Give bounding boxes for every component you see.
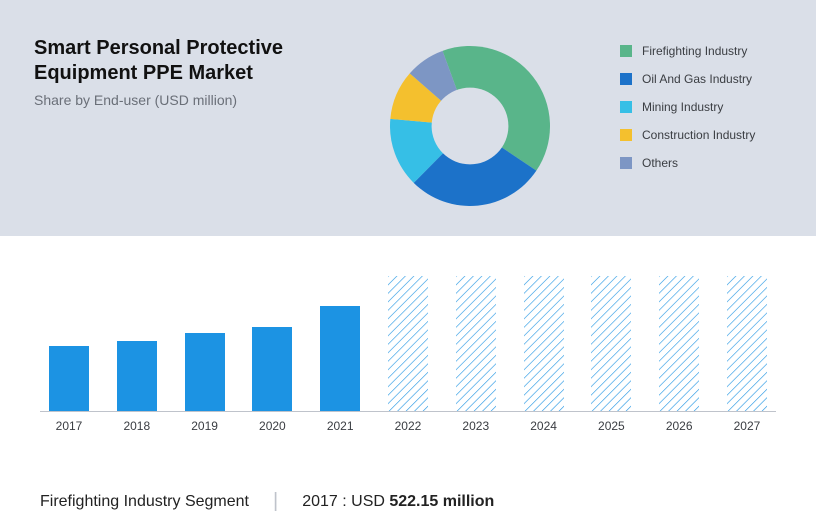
legend-item: Firefighting Industry [620, 44, 755, 58]
stat-unit: million [438, 493, 494, 510]
legend-swatch [620, 73, 632, 85]
hatched-fill [456, 276, 496, 411]
x-axis-label: 2026 [650, 419, 708, 433]
donut-chart [380, 36, 560, 216]
x-axis-label: 2018 [108, 419, 166, 433]
legend-item: Others [620, 156, 755, 170]
x-axis [40, 411, 776, 412]
x-axis-label: 2023 [447, 419, 505, 433]
bar-slot [650, 276, 708, 411]
bar [659, 276, 699, 411]
bar [185, 333, 225, 411]
x-axis-label: 2019 [176, 419, 234, 433]
page-subtitle: Share by End-user (USD million) [34, 92, 380, 108]
bar [456, 276, 496, 411]
x-axis-label: 2027 [718, 419, 776, 433]
bar [727, 276, 767, 411]
bar [320, 306, 360, 411]
legend-swatch [620, 101, 632, 113]
footer-stat: Firefighting Industry Segment | 2017 : U… [40, 490, 776, 513]
stat-amount: 522.15 [389, 493, 438, 510]
bar-slot [379, 276, 437, 411]
bar [388, 276, 428, 411]
bar-slot [718, 276, 776, 411]
bar [252, 327, 292, 411]
legend-swatch [620, 129, 632, 141]
bar-slot [311, 306, 369, 411]
stat-currency: USD [347, 493, 390, 510]
legend-label: Oil And Gas Industry [642, 72, 752, 86]
legend-item: Mining Industry [620, 100, 755, 114]
bar-slot [243, 327, 301, 411]
x-axis-label: 2022 [379, 419, 437, 433]
bar [591, 276, 631, 411]
x-axis-label: 2025 [582, 419, 640, 433]
hatched-fill [388, 276, 428, 411]
x-axis-label: 2020 [243, 419, 301, 433]
x-axis-label: 2021 [311, 419, 369, 433]
bar-slot [40, 346, 98, 411]
legend-swatch [620, 45, 632, 57]
hatched-fill [659, 276, 699, 411]
legend-label: Others [642, 156, 678, 170]
legend-label: Mining Industry [642, 100, 723, 114]
bar-series [40, 276, 776, 411]
bar [49, 346, 89, 411]
legend-label: Firefighting Industry [642, 44, 747, 58]
summary-panel: Smart Personal Protective Equipment PPE … [0, 0, 816, 236]
bar-slot [447, 276, 505, 411]
hatched-fill [524, 276, 564, 411]
bar-slot [108, 341, 166, 411]
x-axis-label: 2017 [40, 419, 98, 433]
bar [524, 276, 564, 411]
bar-slot [582, 276, 640, 411]
legend-item: Construction Industry [620, 128, 755, 142]
title-line1: Smart Personal Protective [34, 37, 283, 59]
title-block: Smart Personal Protective Equipment PPE … [0, 0, 380, 236]
title-line2: Equipment PPE Market [34, 62, 253, 84]
bar-chart: 2017 2018 2019 2020 2021 2022 2023 2024 2025 2026… [0, 236, 816, 466]
legend-item: Oil And Gas Industry [620, 72, 755, 86]
legend-label: Construction Industry [642, 128, 755, 142]
bar-slot [176, 333, 234, 411]
hatched-fill [591, 276, 631, 411]
stat-year: 2017 : [302, 493, 346, 510]
donut-legend: Firefighting Industry Oil And Gas Industr… [620, 44, 755, 184]
donut-hole [432, 88, 509, 165]
segment-label: Firefighting Industry Segment [40, 493, 249, 511]
stat-value: 2017 : USD 522.15 million [302, 493, 494, 511]
bar-slot [515, 276, 573, 411]
hatched-fill [727, 276, 767, 411]
x-axis-label: 2024 [515, 419, 573, 433]
separator: | [273, 490, 278, 513]
page-title: Smart Personal Protective Equipment PPE … [34, 36, 380, 86]
legend-swatch [620, 157, 632, 169]
x-axis-labels: 2017 2018 2019 2020 2021 2022 2023 2024 2025 2026… [40, 419, 776, 433]
bar [117, 341, 157, 411]
